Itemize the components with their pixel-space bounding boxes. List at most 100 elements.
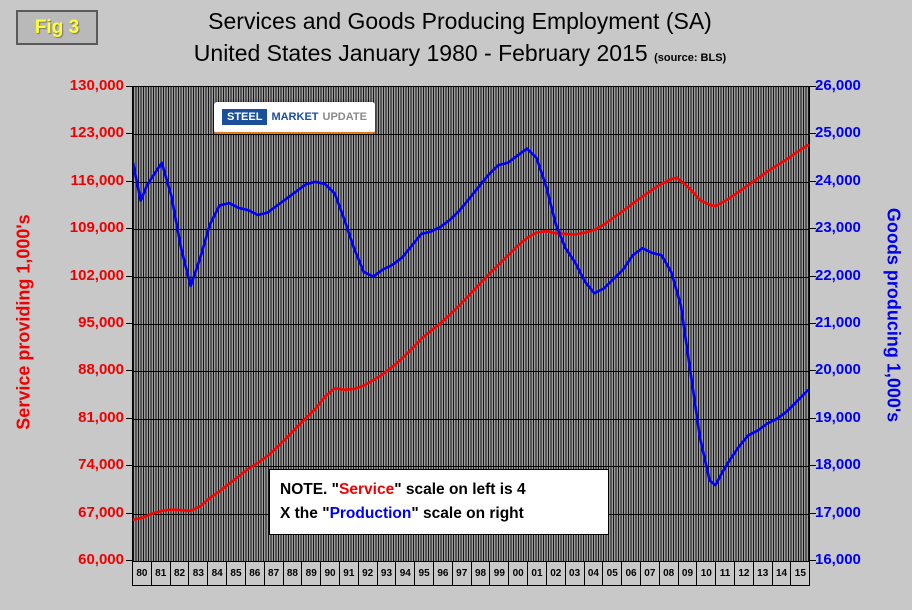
y-tickmark-right [810,417,816,419]
x-tick-label: 01 [528,562,547,585]
service-providing-line [133,143,809,522]
x-tick-label: 11 [716,562,735,585]
y-tick-label-left: 60,000 [78,551,124,568]
note-production-word: Production [329,505,412,523]
x-tick-label: 80 [133,562,152,585]
note-line2-suffix: " scale on right [411,505,524,523]
x-tick-label: 96 [434,562,453,585]
y-tick-label-left: 95,000 [78,314,124,331]
x-tick-label: 93 [378,562,397,585]
horizontal-gridline [133,324,809,325]
horizontal-gridline [133,134,809,136]
series-lines [133,143,809,522]
horizontal-gridline [133,181,809,183]
chart-title-line2: United States January 1980 - February 20… [110,40,810,67]
y-tick-label-left: 130,000 [69,77,124,94]
x-tick-label: 13 [754,562,773,585]
plot-area: STEEL MARKET UPDATE NOTE. "Service" scal… [132,86,810,562]
y-tick-label-left: 102,000 [69,266,124,284]
x-tick-label: 83 [189,562,209,585]
y-tickmark-right [810,133,816,135]
y-tick-label-left: 74,000 [78,456,124,474]
y-tickmark-left [126,133,132,135]
y-tick-label-right: 20,000 [815,361,861,379]
x-tick-label: 88 [284,562,303,585]
x-tick-label: 90 [321,562,340,585]
y-tickmark-left [126,417,132,419]
y-tick-label-right: 25,000 [815,124,861,142]
x-tick-label: 09 [679,562,698,585]
note-service-word: Service [339,481,395,498]
x-tick-label: 07 [641,562,660,585]
x-tick-label: 91 [340,562,359,585]
y-tick-label-right: 19,000 [815,408,861,426]
logo-word-steel: STEEL [222,109,268,125]
x-tick-label: 14 [773,562,792,585]
y-tickmark-right [810,560,816,561]
x-tick-label: 06 [622,562,641,585]
x-axis-label-strip: 80 81 82 83 84 85 86 87 88 89 90 91 92 93 94 95 96 97 98 99… [132,561,810,586]
x-tick-label: 94 [396,562,416,585]
x-tick-label: 03 [566,562,585,585]
x-tick-label: 85 [227,562,246,585]
y-tickmark-right [810,86,816,87]
y-tick-label-left: 116,000 [70,171,124,189]
x-tick-label: 04 [585,562,604,585]
horizontal-gridline [133,276,809,278]
y-tickmark-left [126,228,132,230]
horizontal-gridline [133,418,809,420]
y-tickmark-left [126,180,132,182]
x-tick-label: 84 [208,562,228,585]
y-tickmark-left [126,465,132,467]
x-tick-label: 95 [415,562,434,585]
chart-title-line2-text: United States January 1980 - February 20… [193,40,648,66]
y-tick-label-right: 23,000 [815,219,861,237]
note-box: NOTE. "Service" scale on left is 4 X the… [269,469,609,536]
note-line1-prefix: NOTE. " [280,481,340,498]
x-tick-label: 10 [697,562,717,585]
note-line1-suffix: " scale on left is 4 [394,481,526,498]
y-tickmark-left [126,512,132,514]
y-tick-label-left: 81,000 [78,408,124,426]
x-tick-label: 82 [171,562,190,585]
chart-source-label: (source: BLS) [654,52,727,64]
left-axis-title: Service providing 1,000's [13,214,34,430]
y-tick-label-left: 109,000 [69,219,124,237]
y-tick-label-right: 26,000 [815,77,861,94]
x-tick-label: 81 [152,562,171,585]
x-tick-label: 98 [472,562,491,585]
y-tickmark-right [810,228,816,230]
x-tick-label: 87 [265,562,284,585]
y-tick-label-left: 67,000 [78,503,124,521]
x-tick-label: 00 [509,562,529,585]
x-tick-label: 05 [603,562,623,585]
y-tick-label-right: 18,000 [815,456,861,474]
y-tick-label-right: 22,000 [815,266,861,284]
logo-word-update: UPDATE [322,111,367,123]
x-tick-label: 97 [453,562,472,585]
x-tick-label: 99 [490,562,510,585]
y-tickmark-left [126,86,132,87]
y-tick-label-left: 88,000 [78,361,124,379]
y-tickmark-left [126,275,132,277]
x-tick-label: 02 [547,562,566,585]
y-tickmark-right [810,323,816,324]
y-tickmark-left [126,323,132,324]
x-tick-label: 12 [735,562,754,585]
y-tickmark-left [126,560,132,561]
y-tick-label-right: 16,000 [815,551,861,568]
y-tickmark-right [810,275,816,277]
horizontal-gridline [133,466,809,468]
y-tickmark-right [810,180,816,182]
x-tick-label: 08 [660,562,679,585]
horizontal-gridline [133,371,809,373]
x-tick-label: 15 [794,568,806,579]
y-tick-label-right: 17,000 [815,503,861,521]
y-tick-label-right: 21,000 [815,314,861,331]
y-tick-label-left: 123,000 [69,124,124,142]
x-tick-label: 92 [359,562,378,585]
logo-word-market: MARKET [271,111,319,123]
note-line2-prefix: X the " [280,505,330,523]
chart-title-line1: Services and Goods Producing Employment … [208,8,712,34]
